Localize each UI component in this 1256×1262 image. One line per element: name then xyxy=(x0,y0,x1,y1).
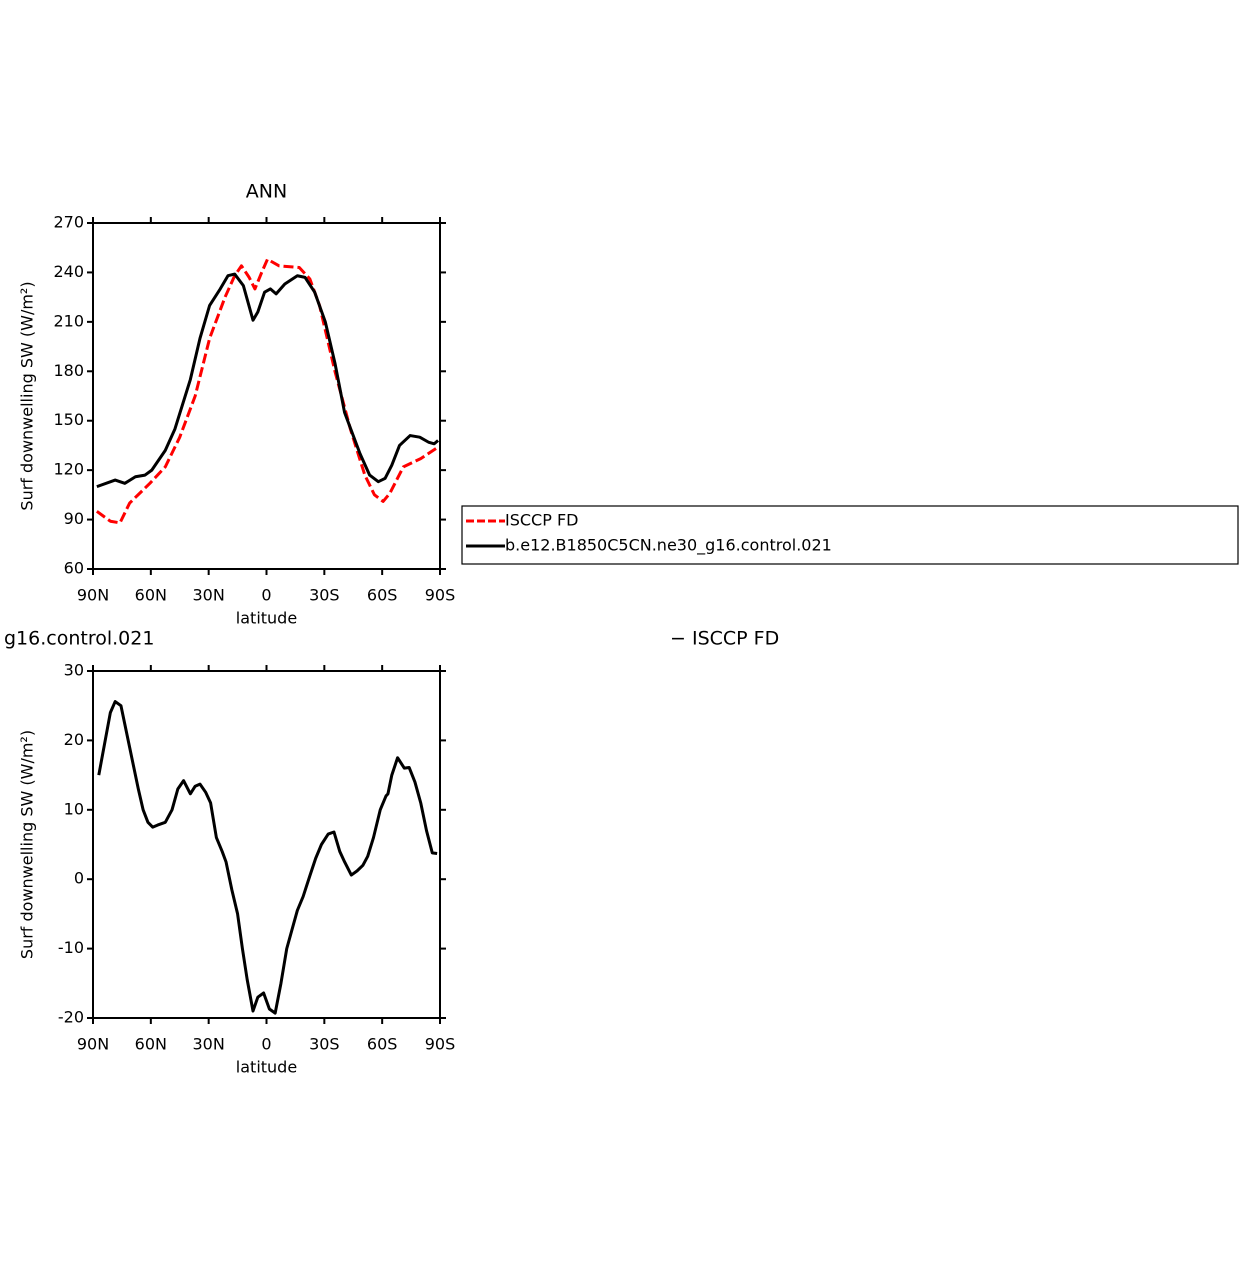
y-tick-label: -20 xyxy=(58,1008,84,1027)
line-series xyxy=(97,700,438,1015)
y-tick-label: 180 xyxy=(53,361,84,380)
x-tick-label: 30N xyxy=(193,1035,225,1054)
line-series xyxy=(96,272,440,489)
chart-title-right: − ISCCP FD xyxy=(670,628,779,650)
x-tick-label: 0 xyxy=(261,586,271,605)
y-tick-label: 90 xyxy=(64,509,84,528)
y-tick-label: 210 xyxy=(53,311,84,330)
plot-frame xyxy=(92,222,441,570)
x-tick-label: 60S xyxy=(367,1035,398,1054)
y-tick-label: 0 xyxy=(74,869,84,888)
legend-label: b.e12.B1850C5CN.ne30_g16.control.021 xyxy=(505,536,832,556)
y-tick-label: 270 xyxy=(53,213,84,232)
line-series xyxy=(95,257,439,525)
x-tick-label: 90N xyxy=(77,1035,109,1054)
y-tick-label: 20 xyxy=(64,730,84,749)
y-tick-label: -10 xyxy=(58,938,84,957)
chart-title: ANN xyxy=(246,181,287,203)
y-tick-label: 30 xyxy=(64,661,84,680)
chart-title-left: g16.control.021 xyxy=(4,628,154,650)
x-axis-label: latitude xyxy=(236,1058,297,1077)
x-tick-label: 30N xyxy=(193,586,225,605)
plot-frame xyxy=(92,670,441,1019)
x-tick-label: 60N xyxy=(135,1035,167,1054)
y-axis-label: Surf downwelling SW (W/m²) xyxy=(18,730,37,959)
y-tick-label: 120 xyxy=(53,460,84,479)
x-tick-label: 30S xyxy=(309,1035,340,1054)
legend-box xyxy=(461,505,1239,565)
x-tick-label: 90S xyxy=(425,1035,456,1054)
x-tick-label: 90N xyxy=(77,586,109,605)
x-tick-label: 30S xyxy=(309,586,340,605)
y-tick-label: 10 xyxy=(64,799,84,818)
x-axis-label: latitude xyxy=(236,609,297,628)
y-tick-label: 240 xyxy=(53,262,84,281)
x-tick-label: 90S xyxy=(425,586,456,605)
x-tick-label: 60S xyxy=(367,586,398,605)
y-axis-label: Surf downwelling SW (W/m²) xyxy=(18,281,37,510)
legend-label: ISCCP FD xyxy=(505,511,578,530)
y-tick-label: 150 xyxy=(53,410,84,429)
x-tick-label: 60N xyxy=(135,586,167,605)
y-tick-label: 60 xyxy=(64,559,84,578)
x-tick-label: 0 xyxy=(261,1035,271,1054)
